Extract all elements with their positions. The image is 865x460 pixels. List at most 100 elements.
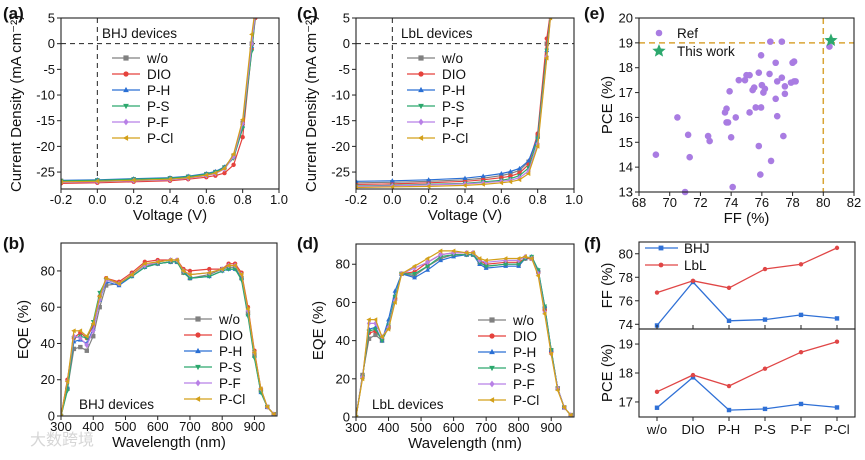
y-tick-label: -5 — [338, 62, 350, 77]
data-point-P-F — [516, 257, 521, 264]
y-tick-label: 20 — [41, 372, 55, 387]
x-tick-label: 0.0 — [383, 192, 401, 207]
y-tick-label: -20 — [36, 139, 55, 154]
legend-marker-Ref — [655, 29, 663, 37]
x-tick-label: 300 — [345, 420, 367, 435]
data-point-P-Cl — [174, 257, 179, 263]
y-tick-label: 60 — [41, 300, 55, 315]
scatter-point-Ref — [766, 70, 773, 78]
data-point-P-Cl — [253, 5, 257, 10]
data-point-P-F — [526, 168, 531, 174]
series-line-LbL — [656, 341, 838, 393]
data-point-P-Cl — [379, 334, 384, 340]
x-tick-label: 400 — [378, 420, 400, 435]
data-point-P-F — [84, 342, 89, 349]
data-point-P-Cl — [238, 272, 244, 277]
data-point-DIO — [231, 162, 236, 168]
series-group — [61, 5, 258, 186]
data-point-P-F — [103, 277, 109, 283]
scatter-point-Ref — [686, 153, 693, 161]
data-point-P-Cl — [503, 256, 508, 261]
y-tick-label: 40 — [41, 336, 55, 351]
data-point-P-H — [507, 168, 513, 174]
data-point-P-Cl — [359, 376, 365, 382]
legend-label-P-H: P-H — [513, 345, 536, 360]
y-tick-label: 40 — [336, 333, 350, 348]
legend-marker-P-Cl — [122, 135, 129, 141]
data-point-P-Cl — [212, 170, 218, 176]
data-point-BHJ — [762, 317, 768, 322]
data-point-P-Cl — [544, 55, 549, 61]
legend-marker-P-S — [195, 364, 201, 371]
y-tick-label: 17 — [619, 85, 633, 100]
data-point-P-Cl — [167, 257, 173, 263]
x-tick-label: 72 — [693, 195, 707, 210]
scatter-point-Ref — [652, 151, 660, 159]
legend-marker-LbL — [658, 262, 664, 268]
data-point-P-Cl — [64, 379, 70, 384]
scatter-point-Ref — [772, 95, 779, 103]
x-tick-label: 900 — [244, 419, 266, 434]
x-tick-label: DIO — [681, 422, 704, 437]
data-point-P-Cl — [535, 273, 540, 279]
data-point-P-Cl — [525, 171, 531, 177]
legend-label-P-Cl: P-Cl — [219, 392, 245, 407]
y-tick-label: 19 — [619, 35, 633, 50]
data-point-BHJ — [726, 318, 732, 323]
data-point-LbL — [798, 349, 804, 355]
x-tick-label: 0.2 — [125, 192, 143, 207]
data-point-P-Cl — [398, 271, 404, 277]
y-axis-label: Current Density (mA cm⁻²) — [303, 15, 320, 192]
watermark: 大数跨境 — [30, 430, 94, 449]
scatter-point-Ref — [761, 85, 769, 93]
data-point-P-Cl — [535, 143, 540, 149]
series-line-P-S — [61, 18, 256, 182]
x-tick-label: 1.0 — [270, 192, 288, 207]
data-point-P-H — [498, 170, 504, 176]
y-tick-label: 0 — [48, 409, 55, 424]
data-point-LbL — [690, 372, 696, 378]
legend-label-DIO: DIO — [442, 67, 466, 82]
x-tick-label: 0.8 — [234, 192, 252, 207]
scatter-point-Ref — [727, 134, 735, 141]
x-tick-label: P-S — [754, 422, 776, 437]
legend-label-P-S: P-S — [442, 99, 465, 114]
x-tick-label: 78 — [785, 195, 799, 210]
legend-label-BHJ: BHJ — [684, 241, 710, 256]
data-point-P-H — [462, 175, 468, 180]
series-line-LbL — [656, 247, 838, 294]
panel-label-a: (a) — [3, 4, 24, 23]
data-point-P-Cl — [463, 250, 469, 256]
pce-subplot: 17 18 19 w/o DIO P-H P-S P-F P-Cl PCE (%) — [599, 328, 856, 437]
x-tick-label: 82 — [847, 195, 861, 210]
x-tick-label: 500 — [410, 420, 432, 435]
data-point-P-Cl — [516, 177, 522, 183]
data-point-w/o — [253, 11, 257, 15]
data-point-P-Cl — [366, 317, 371, 323]
legend-marker-P-F — [123, 118, 129, 126]
data-point-P-H — [356, 178, 359, 184]
data-point-P-S — [187, 276, 193, 281]
data-point-BHJ — [834, 405, 840, 410]
scatter-point-Ref — [757, 51, 765, 59]
data-point-P-F — [508, 177, 513, 184]
data-point-P-Cl — [206, 270, 212, 276]
data-point-BHJ — [726, 407, 732, 413]
data-point-P-Cl — [477, 256, 482, 261]
y-tick-label: 5 — [343, 11, 350, 26]
data-point-LbL — [834, 339, 840, 344]
data-point-P-H — [526, 158, 532, 163]
data-point-P-Cl — [230, 151, 236, 157]
data-point-P-S — [483, 264, 489, 269]
data-point-P-Cl — [155, 259, 160, 265]
legend-marker-P-F — [489, 380, 495, 388]
legend-label-w/o: w/o — [441, 51, 463, 66]
data-point-P-Cl — [219, 266, 224, 272]
legend-marker-DIO — [195, 332, 201, 338]
series-line-BHJ — [656, 376, 838, 411]
data-point-P-S — [425, 264, 431, 269]
x-tick-label: 0.8 — [529, 192, 547, 207]
data-point-BHJ — [798, 401, 804, 407]
data-point-P-Cl — [129, 272, 134, 277]
